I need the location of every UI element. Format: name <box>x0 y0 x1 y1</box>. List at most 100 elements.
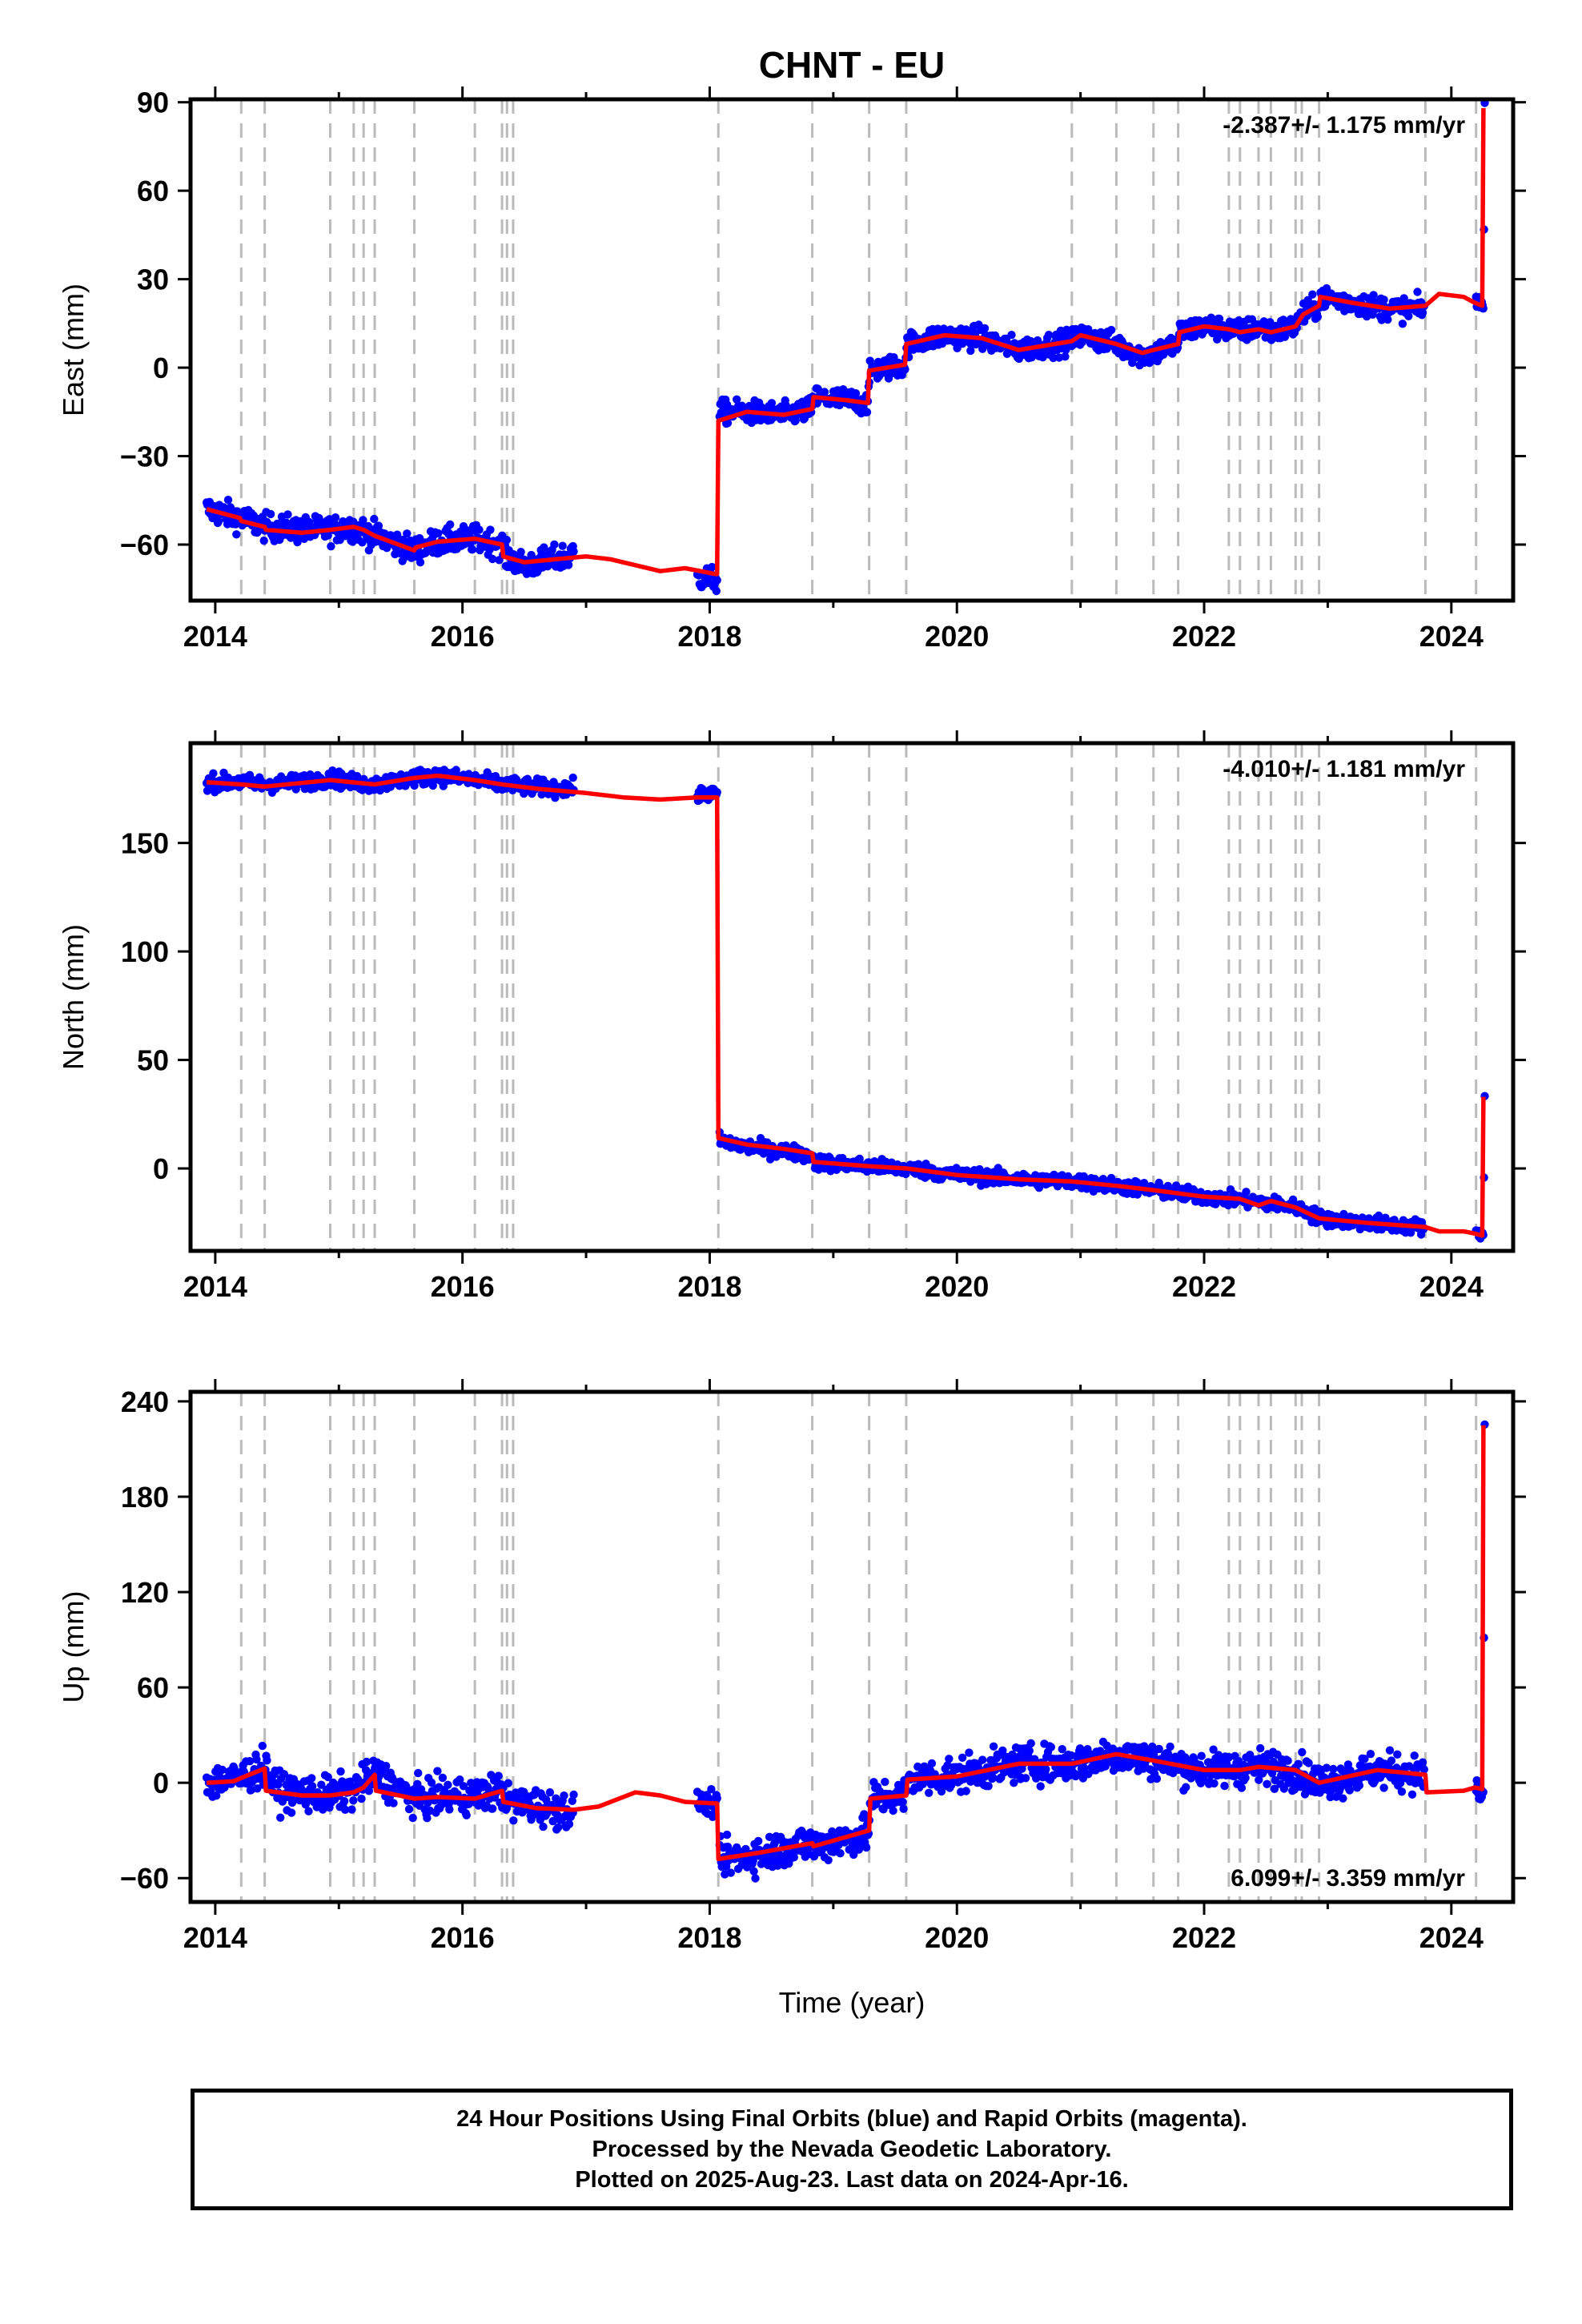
up-data-point <box>545 1788 555 1797</box>
footer-line-2: Processed by the Nevada Geodetic Laborat… <box>592 2137 1112 2162</box>
up-data-point <box>1393 1750 1402 1759</box>
up-data-point <box>937 1787 946 1796</box>
figure-title: CHNT - EU <box>759 44 946 86</box>
up-data-point <box>414 1768 423 1778</box>
east-data-point <box>1308 290 1317 299</box>
up-data-point <box>252 1755 261 1764</box>
up-data-point <box>881 1777 889 1787</box>
up-data-point <box>263 1756 271 1765</box>
up-data-point <box>1366 1750 1375 1759</box>
east-data-point <box>791 416 800 425</box>
north-data-points <box>202 766 1489 1243</box>
east-data-point <box>1413 287 1422 296</box>
east-rate-label: -2.387+/- 1.175 mm/yr <box>1223 112 1465 139</box>
east-event-lines <box>239 99 1478 601</box>
east-x-tick-label: 2020 <box>925 620 989 653</box>
up-data-point <box>1166 1742 1174 1751</box>
up-data-point <box>1058 1745 1066 1754</box>
up-data-point <box>1397 1787 1407 1796</box>
north-x-tick-label: 2014 <box>183 1270 247 1303</box>
up-data-point <box>1182 1783 1191 1791</box>
north-data-point <box>568 773 577 782</box>
up-data-point <box>1355 1781 1364 1790</box>
up-frame <box>188 1389 1516 1904</box>
east-data-point <box>1383 315 1392 324</box>
up-data-point <box>723 1842 733 1852</box>
east-data-point <box>1007 331 1016 340</box>
up-data-point <box>1148 1742 1157 1751</box>
north-rate-label: -4.010+/- 1.181 mm/yr <box>1223 756 1465 782</box>
up-data-point <box>258 1741 267 1751</box>
up-data-point <box>958 1753 967 1762</box>
up-data-point <box>945 1755 954 1763</box>
east-data-point <box>1061 352 1070 361</box>
up-data-point <box>364 1787 373 1795</box>
north-data-point <box>855 1154 864 1164</box>
up-x-tick-label: 2018 <box>677 1921 741 1954</box>
up-data-point <box>1042 1765 1050 1774</box>
up-data-point <box>509 1816 518 1825</box>
up-data-point <box>389 1799 398 1807</box>
up-data-point <box>925 1788 934 1797</box>
east-data-point <box>708 562 717 572</box>
east-data-point <box>488 554 497 564</box>
east-data-point <box>266 509 275 519</box>
north-data-point <box>410 781 419 790</box>
east-data-point <box>358 538 367 547</box>
up-data-point <box>1255 1775 1263 1784</box>
up-data-point <box>978 1755 987 1764</box>
east-data-point <box>214 517 223 526</box>
up-x-tick-label: 2022 <box>1172 1921 1236 1954</box>
up-data-point <box>445 1805 454 1814</box>
up-data-point <box>569 1790 578 1799</box>
east-data-point <box>232 530 241 539</box>
up-data-point <box>317 1780 326 1789</box>
up-data-point <box>423 1814 432 1823</box>
north-x-tick-label: 2022 <box>1172 1270 1236 1303</box>
north-x-axis: 2014 2016 2018 2020 2022 2024 <box>183 730 1484 1303</box>
up-data-point <box>1419 1765 1429 1774</box>
up-data-point <box>962 1787 970 1795</box>
up-data-point <box>504 1779 512 1787</box>
up-data-point <box>1329 1764 1338 1774</box>
up-data-point <box>427 1778 436 1787</box>
up-data-point <box>539 1822 548 1831</box>
up-data-point <box>346 1777 355 1786</box>
east-data-point <box>1106 325 1116 335</box>
up-y-tick-label: 60 <box>137 1671 169 1704</box>
up-data-point <box>860 1810 869 1819</box>
up-data-point <box>1026 1739 1035 1748</box>
up-data-point <box>927 1759 937 1768</box>
up-data-point <box>287 1808 296 1817</box>
up-data-point <box>1021 1774 1030 1783</box>
up-data-point <box>494 1771 503 1780</box>
up-data-point <box>1267 1769 1277 1778</box>
up-data-point <box>989 1742 998 1751</box>
north-y-tick-label: 100 <box>121 935 169 968</box>
up-data-point <box>861 1843 871 1852</box>
east-data-point <box>1369 291 1378 300</box>
up-data-point <box>984 1782 993 1791</box>
up-data-point <box>1279 1784 1289 1793</box>
up-data-point <box>336 1767 345 1776</box>
up-data-point <box>1220 1781 1229 1791</box>
north-y-tick-label: 50 <box>137 1044 169 1077</box>
up-data-point <box>323 1772 332 1782</box>
up-data-point <box>824 1856 833 1864</box>
east-x-tick-label: 2018 <box>677 620 741 653</box>
east-data-point <box>550 540 559 549</box>
up-data-point <box>408 1813 417 1823</box>
up-data-point <box>1283 1756 1292 1765</box>
up-data-point <box>1418 1758 1427 1767</box>
east-data-point <box>486 525 495 534</box>
north-y-tick-label: 150 <box>121 827 169 860</box>
up-data-point <box>304 1807 313 1815</box>
east-y-tick-label: 30 <box>137 263 169 296</box>
north-x-tick-label: 2020 <box>925 1270 989 1303</box>
north-x-tick-label: 2016 <box>431 1270 495 1303</box>
east-x-tick-label: 2016 <box>431 620 495 653</box>
east-model-line <box>206 107 1486 577</box>
